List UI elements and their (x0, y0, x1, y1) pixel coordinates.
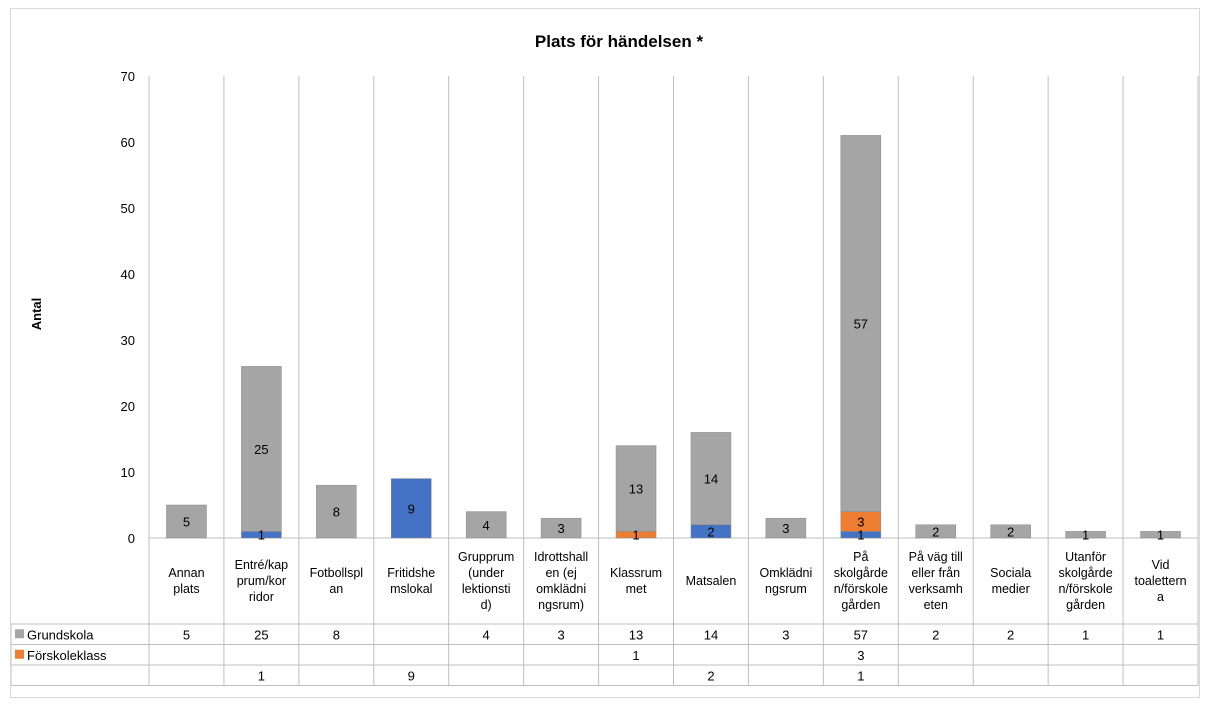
category-label: På väg till eller från verksamh eten (909, 550, 963, 612)
category-label: Omklädni ngsrum (759, 566, 812, 596)
data-label: 1 (1082, 528, 1089, 543)
data-label: 3 (557, 521, 564, 536)
table-cell: 1 (258, 668, 265, 683)
data-label: 57 (854, 317, 868, 332)
table-cell: 1 (632, 648, 639, 663)
table-cell: 5 (183, 627, 190, 642)
data-label: 1 (258, 528, 265, 543)
data-table: Grundskola 5 25 8 4 3 13 14 3 57 2 2 1 1Förskoleklass… (15, 627, 1164, 683)
bar-segment (765, 517, 807, 539)
data-label: 3 (857, 515, 864, 530)
category-label: Idrottshall en (ej omklädni ngsrum) (534, 550, 588, 612)
data-label: 2 (1007, 524, 1014, 539)
table-cell: 3 (782, 627, 789, 642)
table-cell: 3 (557, 627, 564, 642)
category-label: Annan plats (168, 566, 204, 596)
category-label: Fritidshe mslokal (387, 566, 435, 596)
data-label: 3 (782, 521, 789, 536)
y-tick-label: 10 (121, 465, 135, 480)
category-label: Utanför skolgårde n/förskole gården (1059, 550, 1113, 612)
bar-segment (615, 445, 657, 532)
data-label: 2 (932, 524, 939, 539)
bar-segment (465, 511, 507, 539)
table-cell: 2 (932, 627, 939, 642)
bar-segment (840, 135, 882, 512)
table-cell: 57 (854, 627, 868, 642)
category-label: Fotbollspl an (310, 566, 364, 596)
category-label: Sociala medier (990, 566, 1031, 596)
category-label: Vid toalettern a (1134, 558, 1186, 604)
y-tick-label: 70 (121, 69, 135, 84)
y-tick-label: 40 (121, 267, 135, 282)
data-label: 1 (632, 528, 639, 543)
legend-key (15, 629, 24, 639)
category-label: På skolgårde n/förskole gården (834, 550, 888, 612)
table-cell: 1 (1157, 627, 1164, 642)
grid (11, 76, 1199, 686)
bar-segment (540, 517, 582, 539)
data-label: 8 (333, 505, 340, 520)
data-label: 13 (629, 482, 643, 497)
category-label: Grupprum (under lektionsti d) (458, 550, 514, 612)
bar-segment (1140, 531, 1181, 539)
y-tick-label: 0 (128, 531, 135, 546)
bar-segment (990, 524, 1031, 539)
table-cell: 2 (707, 668, 714, 683)
y-axis-label: Antal (29, 298, 44, 331)
table-cell: 8 (333, 627, 340, 642)
bar-segment (915, 524, 956, 539)
bar-segment (391, 478, 432, 539)
bar-segment (690, 432, 732, 526)
chart-frame: 5 1 25 8 9 4 3 1 13 2 14 3 1 3 57 2 2 1 1 0 10 20 30 40 50 60 70 … (10, 8, 1200, 698)
data-label: 5 (183, 515, 190, 530)
table-cell: 13 (629, 627, 643, 642)
category-label: Entré/kap prum/kor ridor (235, 558, 289, 604)
category-labels: Annan plats Entré/kap prum/kor ridor Fotbolls… (168, 550, 1186, 612)
bars (166, 135, 1181, 539)
table-cell: 2 (1007, 627, 1014, 642)
legend-key (15, 649, 24, 659)
bar-segment (166, 504, 207, 539)
table-row-name: Grundskola (27, 627, 94, 642)
chart-title: Plats för händelsen * (535, 32, 704, 51)
y-axis: 0 10 20 30 40 50 60 70 (121, 69, 135, 546)
bar-segment (1065, 531, 1106, 539)
y-tick-label: 50 (121, 201, 135, 216)
table-cell: 1 (1082, 627, 1089, 642)
table-cell: 1 (857, 668, 864, 683)
data-label: 14 (704, 472, 718, 487)
y-tick-label: 30 (121, 333, 135, 348)
table-cell: 25 (254, 627, 268, 642)
category-label: Klassrum met (610, 566, 662, 596)
table-cell: 4 (483, 627, 490, 642)
table-row-name: Förskoleklass (27, 648, 107, 663)
data-label: 4 (483, 518, 490, 533)
data-label: 25 (254, 442, 268, 457)
table-cell: 14 (704, 627, 718, 642)
data-label: 1 (857, 528, 864, 543)
category-label: Matsalen (686, 574, 737, 588)
data-label: 1 (1157, 528, 1164, 543)
data-label: 9 (408, 501, 415, 516)
data-label: 2 (707, 524, 714, 539)
y-tick-label: 60 (121, 135, 135, 150)
bar-segment (316, 484, 357, 539)
y-tick-label: 20 (121, 399, 135, 414)
table-cell: 3 (857, 648, 864, 663)
table-cell: 9 (408, 668, 415, 683)
bar-segment (241, 366, 282, 532)
